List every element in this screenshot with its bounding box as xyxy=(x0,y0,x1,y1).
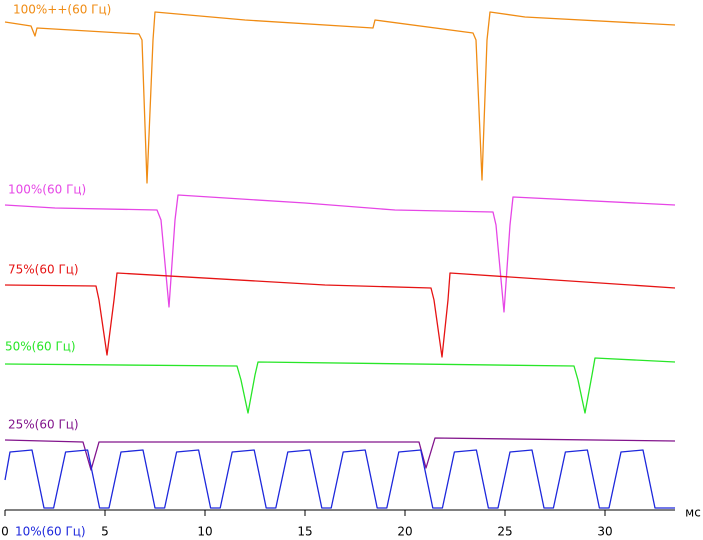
x-axis-label: мс xyxy=(685,506,701,520)
trace-label: 50%(60 Гц) xyxy=(5,340,76,354)
x-tick-label: 30 xyxy=(597,525,612,539)
x-tick-label: 0 xyxy=(1,525,9,539)
x-tick-label: 20 xyxy=(397,525,412,539)
trace-label: 75%(60 Гц) xyxy=(8,263,79,277)
trace-label: 25%(60 Гц) xyxy=(8,418,79,432)
x-tick-label: 5 xyxy=(101,525,109,539)
x-tick-label: 10 xyxy=(197,525,212,539)
x-tick-label: 25 xyxy=(497,525,512,539)
trace-line xyxy=(4,437,676,471)
trace-label: 10%(60 Гц) xyxy=(15,525,86,539)
trace-line xyxy=(4,357,676,414)
x-tick-label: 15 xyxy=(297,525,312,539)
trace-line xyxy=(4,194,676,313)
trace-line xyxy=(4,11,676,184)
trace-line xyxy=(4,449,675,509)
trace-line xyxy=(4,272,676,358)
trace-label: 100%++(60 Гц) xyxy=(13,3,111,17)
trace-label: 100%(60 Гц) xyxy=(8,183,86,197)
